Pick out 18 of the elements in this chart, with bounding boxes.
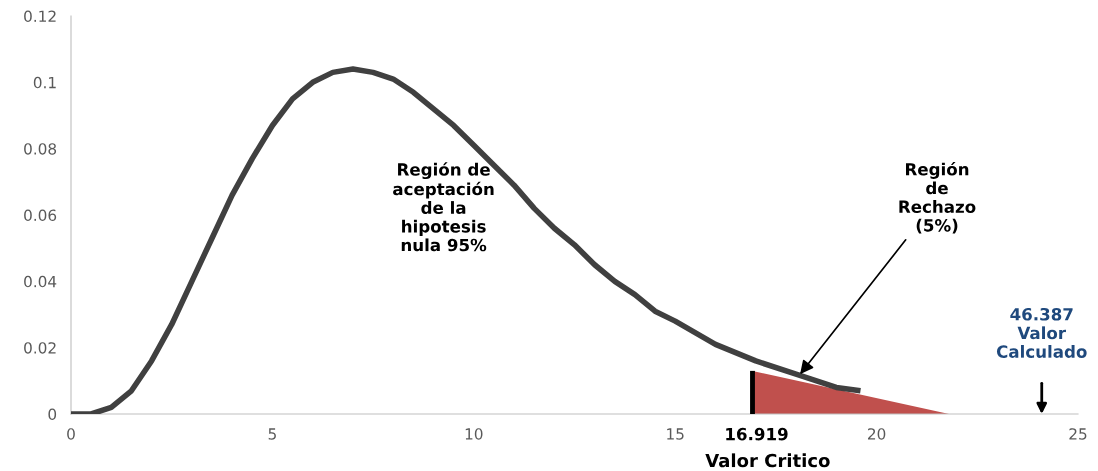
y-tick-label: 0.06 [24, 209, 57, 222]
x-tick-label: 0 [67, 428, 75, 440]
y-tick-label: 0.04 [24, 275, 57, 288]
y-tick-label: 0.12 [24, 10, 56, 23]
annotation: 16.919 [726, 427, 788, 441]
x-tick-label: 15 [667, 428, 684, 440]
annotation: 46.387 Valor Calculado [996, 307, 1087, 358]
x-tick-label: 5 [268, 428, 276, 440]
y-tick-label: 0.08 [24, 143, 57, 155]
annotation: Región de aceptación de la hipotesis nula 95% [393, 162, 494, 252]
y-tick-label: 0 [48, 408, 57, 421]
x-tick-label: 10 [465, 428, 483, 440]
x-tick-label: 25 [1069, 428, 1087, 440]
text: Valor Critico [705, 453, 830, 468]
y-tick-label: 0.02 [24, 342, 56, 354]
annotation: Región de Rechazo (5%) [899, 161, 976, 234]
x-tick-label: 20 [868, 428, 886, 440]
y-tick-label: 0.1 [33, 76, 56, 89]
